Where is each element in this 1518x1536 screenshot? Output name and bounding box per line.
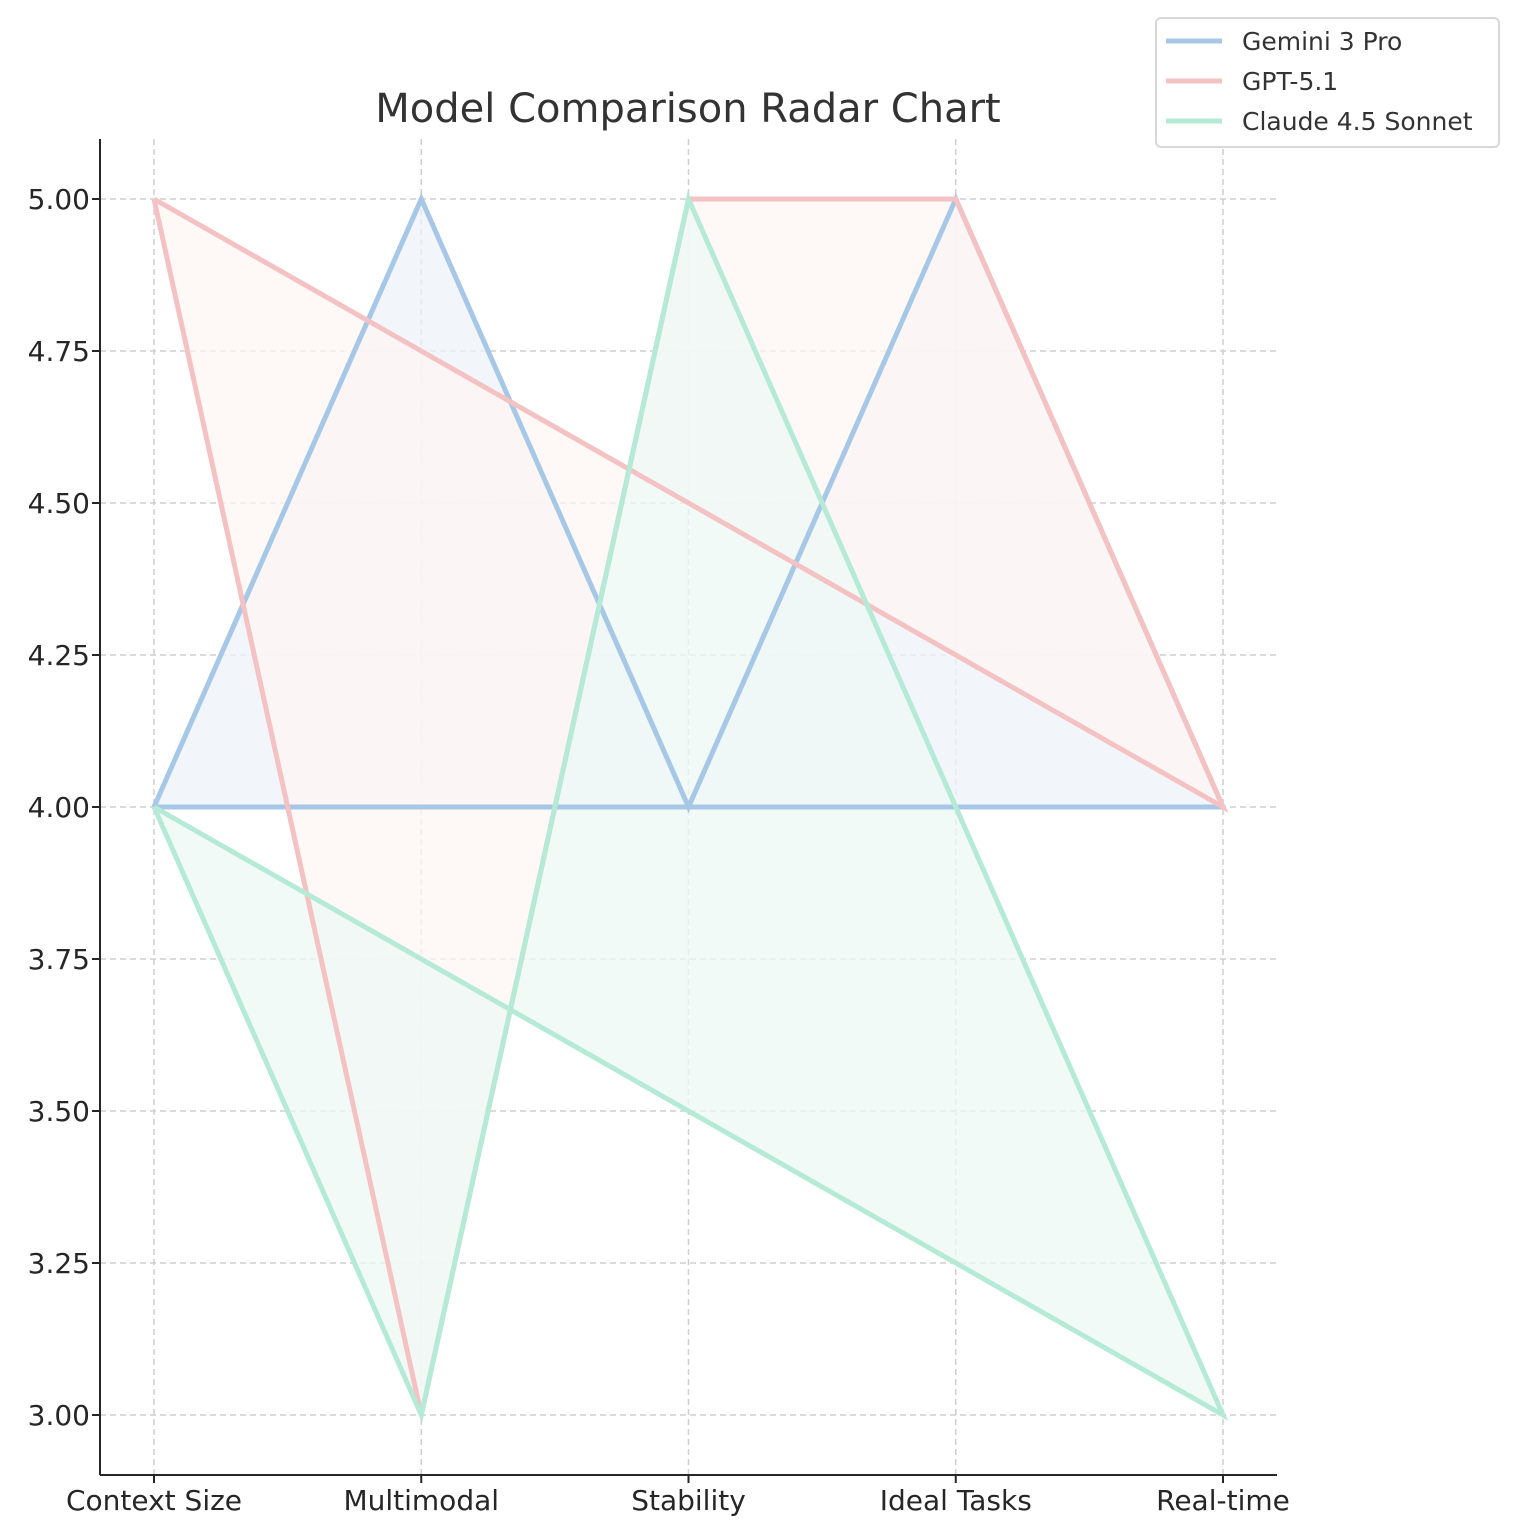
legend-frame (1155, 17, 1500, 148)
legend-label: Claude 4.5 Sonnet (1242, 107, 1473, 136)
x-tick-label: Ideal Tasks (880, 1484, 1032, 1517)
y-tick-label: 5.00 (28, 183, 90, 216)
y-tick-label: 3.25 (28, 1247, 90, 1280)
gpt-5-1-line (151, 196, 1229, 1416)
x-tick-labels: Context Size Multimodal Stability Ideal Tas… (66, 1475, 1290, 1517)
legend-label: GPT-5.1 (1242, 67, 1338, 96)
y-tick-label: 4.50 (28, 487, 90, 520)
y-tick-label: 4.00 (28, 791, 90, 824)
series-lines (151, 190, 1229, 1424)
y-tick-label: 3.50 (28, 1095, 90, 1128)
y-tick-label: 3.75 (28, 943, 90, 976)
legend: Gemini 3 Pro GPT-5.1 Claude 4.5 Sonnet (1155, 17, 1500, 148)
y-tick-label: 4.25 (28, 639, 90, 672)
y-tick-label: 4.75 (28, 335, 90, 368)
x-tick-label: Multimodal (343, 1484, 499, 1517)
chart-title: Model Comparison Radar Chart (375, 86, 1000, 132)
y-tick-label: 3.00 (28, 1399, 90, 1432)
x-tick-label: Stability (631, 1484, 746, 1517)
y-tick-labels: 3.00 3.25 3.50 3.75 4.00 4.25 4.50 4.75 5.00 (28, 183, 100, 1432)
legend-label: Gemini 3 Pro (1242, 27, 1402, 56)
claude-4-5-sonnet-line (151, 190, 1229, 1424)
x-tick-label: Real-time (1156, 1484, 1290, 1517)
x-tick-label: Context Size (66, 1484, 242, 1517)
